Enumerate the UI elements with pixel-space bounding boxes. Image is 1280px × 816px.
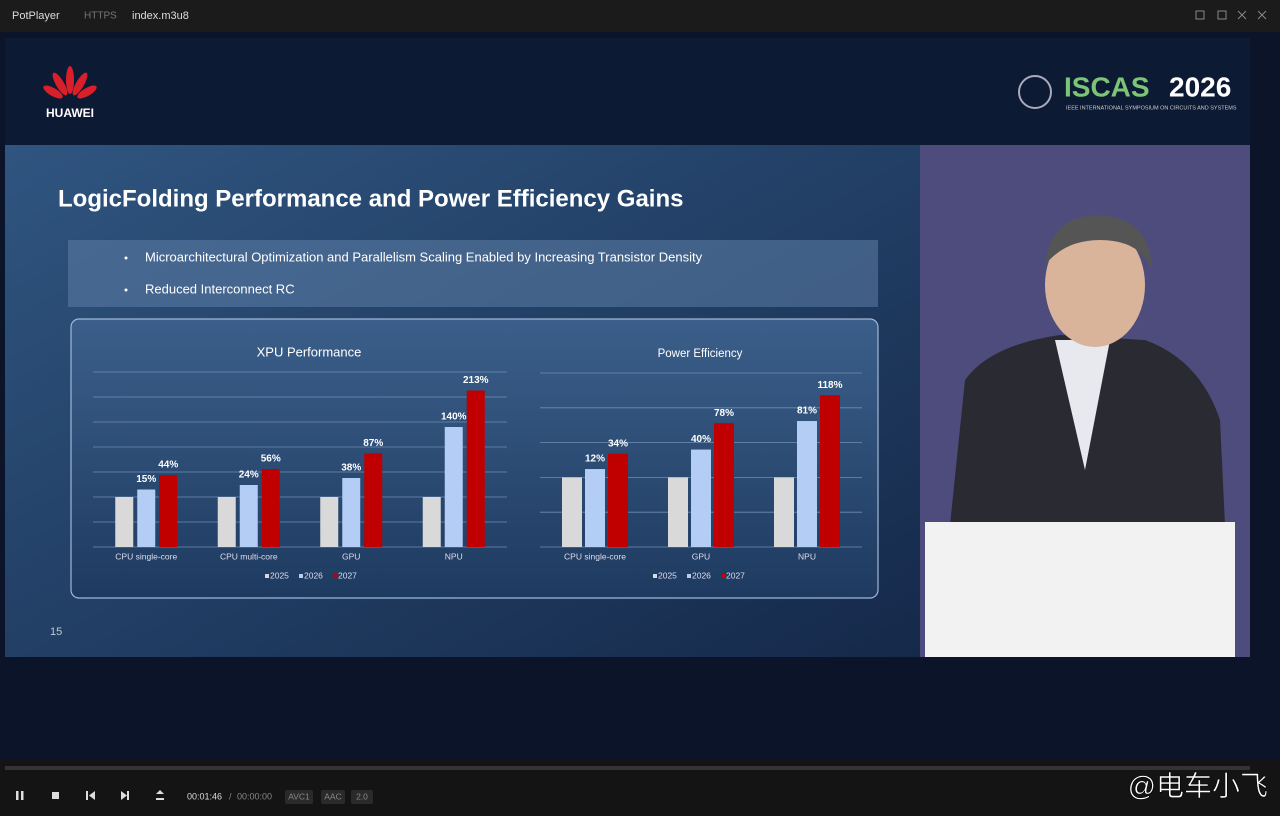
data-label: 78%	[714, 408, 734, 419]
codec-badge	[351, 790, 373, 804]
page-number: 15	[50, 626, 62, 638]
x-tick-label: CPU single-core	[115, 551, 177, 561]
legend-label: 2025	[270, 570, 289, 580]
window-buttons[interactable]	[1195, 10, 1267, 20]
bar	[159, 475, 178, 547]
legend-swatch	[687, 574, 691, 578]
legend-label: 2025	[658, 570, 677, 580]
x-tick-label: GPU	[692, 551, 710, 561]
x-tick-label: NPU	[445, 551, 463, 561]
legend-swatch	[265, 574, 269, 578]
slide-title: LogicFolding Performance and Power Effic…	[58, 185, 683, 212]
legend-label: 2027	[338, 570, 357, 580]
legend-label: 2027	[726, 570, 745, 580]
data-label: 213%	[463, 375, 489, 386]
data-label: 24%	[239, 470, 259, 481]
speaker-head	[1045, 223, 1145, 347]
bar	[320, 497, 339, 547]
codec-badge	[321, 790, 345, 804]
video-codec: AVC1	[288, 791, 310, 801]
legend-label: 2026	[304, 570, 323, 580]
legend-swatch	[721, 574, 725, 578]
data-label: 118%	[817, 380, 842, 391]
codec-badge	[285, 790, 313, 804]
iscas-emblem	[1018, 75, 1052, 109]
legend-swatch	[299, 574, 303, 578]
huawei-logo	[43, 66, 97, 99]
bar	[137, 489, 156, 547]
bar	[562, 477, 582, 547]
bar	[239, 485, 258, 547]
title-bar	[0, 0, 1280, 32]
chart-title: XPU Performance	[257, 344, 362, 359]
bullet-dot	[124, 256, 128, 260]
x-tick-label: GPU	[342, 551, 360, 561]
data-label: 40%	[691, 434, 711, 445]
bar	[115, 497, 134, 547]
bar	[608, 453, 628, 547]
podium	[925, 522, 1235, 657]
legend-swatch	[653, 574, 657, 578]
bar	[364, 453, 383, 547]
data-label: 81%	[797, 406, 817, 417]
elapsed-time: 00:01:46	[187, 791, 222, 801]
slide-header	[5, 38, 1250, 145]
bullet-text: Microarchitectural Optimization and Para…	[145, 249, 703, 264]
x-tick-label: NPU	[798, 551, 816, 561]
data-label: 34%	[608, 438, 628, 449]
bar	[668, 477, 688, 547]
bar	[217, 497, 236, 547]
bar	[422, 497, 441, 547]
bar	[774, 477, 794, 547]
bar	[466, 390, 485, 547]
control-buttons[interactable]	[16, 790, 164, 800]
bullet-text: Reduced Interconnect RC	[145, 281, 295, 296]
data-label: 38%	[341, 463, 361, 474]
legend-swatch	[333, 574, 337, 578]
brand: HUAWEI	[46, 106, 94, 120]
bullet-box	[68, 240, 878, 307]
audio-channels: 2.0	[356, 791, 368, 801]
chart-title: Power Efficiency	[658, 348, 743, 360]
data-label: 15%	[136, 474, 156, 485]
audio-codec: AAC	[324, 791, 341, 801]
data-label: 56%	[261, 454, 281, 465]
x-tick-label: CPU single-core	[564, 551, 626, 561]
bullet-dot	[124, 288, 128, 292]
speaker-shirt	[1055, 340, 1110, 470]
bar	[585, 469, 605, 547]
conference: ISCAS	[1064, 71, 1150, 102]
bar	[444, 427, 463, 547]
total-time: 00:00:00	[237, 791, 272, 801]
data-label: 12%	[585, 454, 605, 465]
conference-year: 2026	[1169, 71, 1231, 102]
data-label: 44%	[158, 460, 178, 471]
file-name: index.m3u8	[132, 10, 189, 22]
bar	[797, 421, 817, 547]
data-label: 140%	[441, 412, 467, 423]
bar	[342, 478, 361, 547]
charts: XPU Performance CPU single-core 15%44% CPU …	[93, 344, 862, 580]
protocol: HTTPS	[84, 11, 117, 22]
bar	[820, 395, 840, 547]
time-separator: /	[229, 791, 232, 801]
bar	[261, 469, 280, 547]
data-label: 87%	[363, 438, 383, 449]
x-tick-label: CPU multi-core	[220, 551, 278, 561]
speaker-hair	[1045, 215, 1152, 270]
legend-label: 2026	[692, 570, 711, 580]
app-name[interactable]: PotPlayer	[12, 10, 60, 22]
bar	[714, 423, 734, 547]
seek-bar[interactable]	[5, 766, 1250, 770]
watermark: @电车小飞	[1128, 770, 1268, 801]
conference-subtitle: IEEE INTERNATIONAL SYMPOSIUM ON CIRCUITS…	[1066, 105, 1237, 111]
bar	[691, 449, 711, 547]
